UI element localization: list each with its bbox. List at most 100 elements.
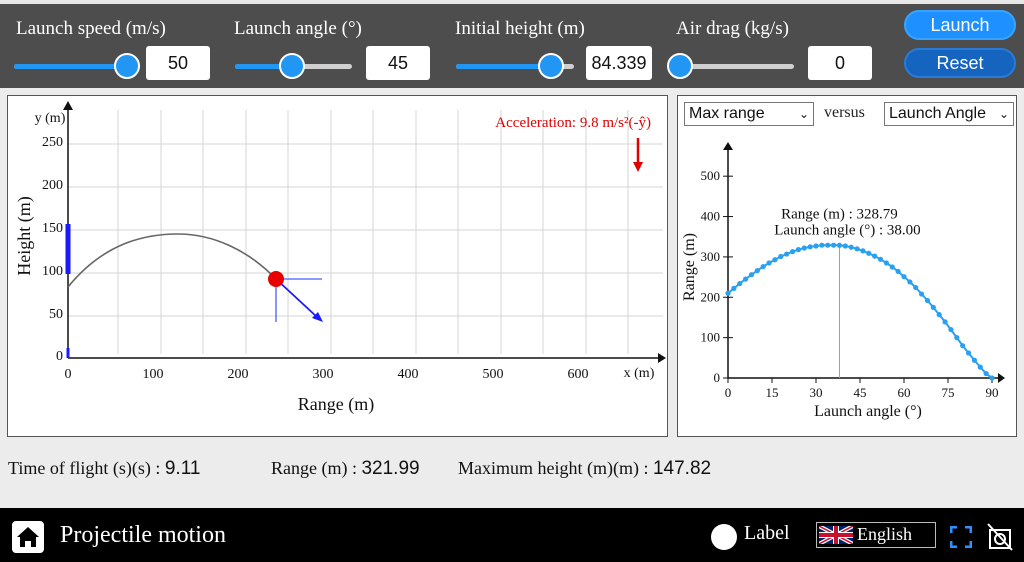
chevron-down-icon: ⌄ bbox=[998, 107, 1009, 121]
launch-angle-label: Launch angle (°) bbox=[234, 18, 362, 39]
y-tick-label: 300 bbox=[701, 249, 721, 264]
fullscreen-icon[interactable] bbox=[950, 526, 972, 548]
data-point bbox=[930, 304, 936, 310]
projectile-ball[interactable] bbox=[268, 271, 284, 287]
y-tick-label: 200 bbox=[701, 289, 721, 304]
trajectory-path bbox=[67, 233, 277, 288]
x-tick-label: 400 bbox=[398, 367, 419, 382]
data-point bbox=[901, 274, 907, 280]
air-drag-slider[interactable] bbox=[676, 64, 794, 69]
data-point bbox=[772, 257, 778, 263]
x-tick-label: 0 bbox=[65, 367, 72, 382]
data-point bbox=[807, 244, 813, 250]
launch-button[interactable]: Launch bbox=[904, 10, 1016, 40]
data-point bbox=[842, 243, 848, 249]
trajectory-plot[interactable]: 0 100 200 300 400 500 600 x (m) 0 50 100… bbox=[8, 96, 667, 436]
label-toggle[interactable] bbox=[711, 524, 737, 550]
peak-angle-readout: Launch angle (°) : 38.00 bbox=[774, 222, 920, 238]
versus-label: versus bbox=[824, 104, 865, 121]
data-point bbox=[854, 246, 860, 252]
data-point bbox=[743, 276, 749, 282]
data-point bbox=[860, 248, 866, 254]
x-quantity-select[interactable]: Launch Angle ⌄ bbox=[884, 102, 1014, 126]
time-of-flight-label: Time of flight (s)(s) : bbox=[8, 458, 161, 478]
screenshot-icon[interactable] bbox=[986, 522, 1014, 552]
data-point bbox=[760, 263, 766, 270]
data-point bbox=[895, 268, 901, 275]
air-drag-slider-handle[interactable] bbox=[667, 53, 693, 79]
y-quantity-select[interactable]: Max range ⌄ bbox=[684, 102, 814, 126]
max-height-readout: Maximum height (m)(m) : 147.82 bbox=[458, 458, 711, 480]
x-quantity-selected: Launch Angle bbox=[889, 105, 986, 122]
y-tick-label: 200 bbox=[42, 178, 63, 193]
data-point bbox=[813, 243, 819, 249]
data-point bbox=[737, 280, 743, 287]
data-point bbox=[924, 297, 931, 304]
x-axis-arrow-icon bbox=[998, 373, 1005, 383]
initial-height-slider[interactable] bbox=[456, 64, 574, 69]
time-of-flight-value: 9.11 bbox=[164, 458, 201, 479]
initial-height-slider-handle[interactable] bbox=[538, 53, 564, 79]
slider-fill bbox=[14, 64, 128, 69]
launch-speed-label: Launch speed (m/s) bbox=[16, 18, 166, 39]
x-axis-label: Launch angle (°) bbox=[814, 403, 922, 420]
label-toggle-text: Label bbox=[744, 522, 790, 544]
data-point bbox=[919, 291, 925, 297]
data-point bbox=[748, 272, 755, 278]
data-point bbox=[960, 343, 966, 349]
data-point bbox=[848, 244, 854, 250]
range-label: Range (m) : bbox=[271, 458, 357, 478]
data-point bbox=[883, 260, 889, 266]
x-tick-label: 100 bbox=[143, 367, 164, 382]
data-point bbox=[971, 357, 977, 363]
x-tick-label: 45 bbox=[854, 385, 867, 400]
y-axis-arrow-icon bbox=[63, 101, 73, 110]
y-quantity-selected: Max range bbox=[689, 105, 765, 122]
air-drag-label: Air drag (kg/s) bbox=[676, 18, 789, 39]
data-point bbox=[784, 251, 790, 257]
data-point bbox=[831, 242, 837, 248]
data-point bbox=[819, 242, 825, 248]
time-of-flight-readout: Time of flight (s)(s) : 9.11 bbox=[8, 458, 200, 480]
language-label: English bbox=[857, 524, 913, 544]
launch-speed-slider-handle[interactable] bbox=[114, 53, 140, 79]
reset-button[interactable]: Reset bbox=[904, 48, 1016, 78]
x-tick-labels: 0 100 200 300 400 500 600 bbox=[65, 367, 589, 382]
peak-range-readout: Range (m) : 328.79 bbox=[781, 206, 898, 222]
slider-fill bbox=[456, 64, 553, 69]
axes bbox=[67, 108, 658, 359]
x-tick-label: 60 bbox=[898, 385, 911, 400]
initial-height-input[interactable]: 84.339 bbox=[586, 46, 652, 80]
data-point bbox=[977, 364, 983, 370]
launch-speed-slider[interactable] bbox=[14, 64, 132, 69]
data-point bbox=[825, 242, 831, 248]
data-point bbox=[942, 319, 948, 325]
footer-bar: Projectile motion Label English bbox=[0, 508, 1024, 562]
app-title: Projectile motion bbox=[60, 522, 226, 548]
home-button[interactable] bbox=[12, 521, 44, 553]
analysis-panel: Max range ⌄ versus Launch Angle ⌄ 0 15 30 45 6… bbox=[677, 95, 1017, 437]
top-strip bbox=[0, 0, 1024, 4]
data-point bbox=[801, 245, 807, 251]
range-curve bbox=[727, 244, 993, 379]
x-tick-label: 90 bbox=[986, 385, 999, 400]
y-axis-arrow-icon bbox=[723, 142, 733, 150]
launch-angle-input[interactable]: 45 bbox=[366, 46, 430, 80]
y-tick-label: 150 bbox=[42, 221, 63, 236]
chevron-down-icon: ⌄ bbox=[798, 107, 809, 121]
data-point bbox=[907, 279, 913, 285]
x-axis-arrow-icon bbox=[658, 353, 666, 363]
data-point bbox=[965, 350, 972, 356]
range-vs-angle-chart[interactable]: 0 15 30 45 60 75 90 0 100 200 300 400 500 Launch angl… bbox=[678, 134, 1016, 434]
air-drag-input[interactable]: 0 bbox=[808, 46, 872, 80]
language-selector[interactable]: English bbox=[816, 522, 936, 548]
launch-speed-input[interactable]: 50 bbox=[146, 46, 210, 80]
y-tick-label: 400 bbox=[701, 209, 721, 224]
y-tick-label: 500 bbox=[701, 168, 721, 183]
data-point bbox=[948, 326, 954, 333]
x-tick-label: 300 bbox=[313, 367, 334, 382]
launch-angle-slider-handle[interactable] bbox=[279, 53, 305, 79]
data-point bbox=[731, 285, 737, 291]
x-axis-label: Range (m) bbox=[298, 394, 374, 415]
data-point bbox=[725, 290, 731, 296]
